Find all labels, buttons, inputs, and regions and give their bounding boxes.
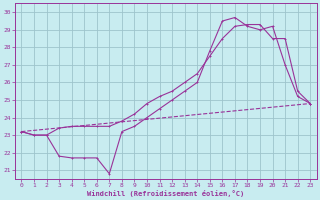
X-axis label: Windchill (Refroidissement éolien,°C): Windchill (Refroidissement éolien,°C): [87, 190, 244, 197]
